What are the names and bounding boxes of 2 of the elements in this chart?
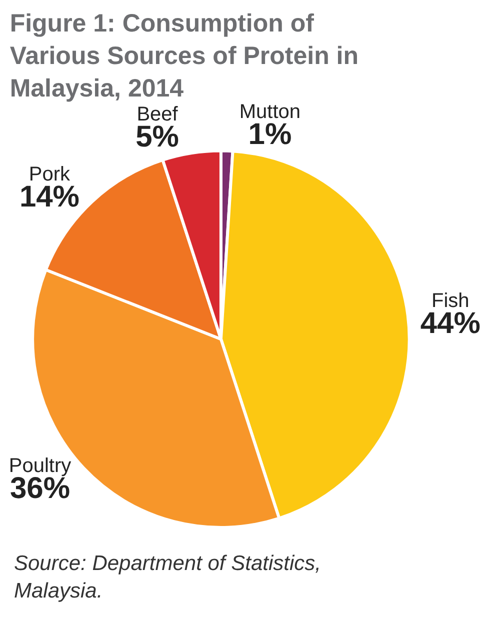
chart-title: Figure 1: Consumption of Various Sources of Protein in Malaysia, 2014 (10, 9, 359, 102)
source-note: Source: Department of Statistics, Malaysia. (14, 552, 321, 602)
